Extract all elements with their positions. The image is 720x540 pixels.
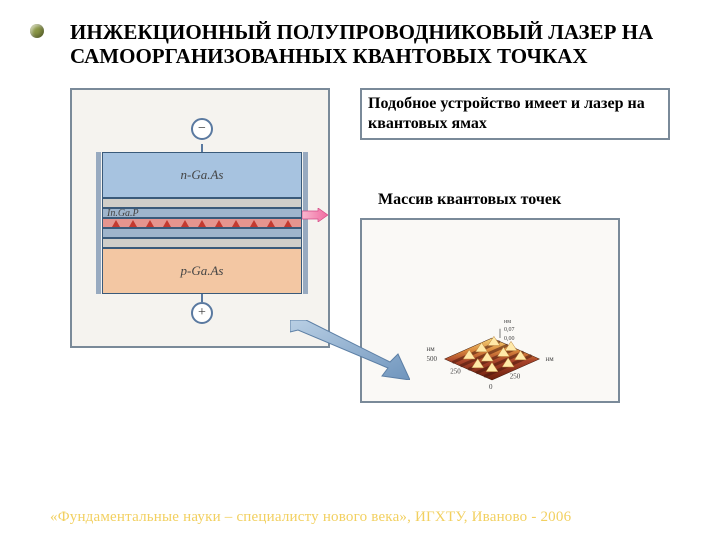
layer-n: n-Ga.As [102,152,302,198]
minus-sign: − [198,121,206,137]
left-column: − n-Ga.As In.Ga.P p-Ga.As [70,88,330,403]
qd-dot [163,220,171,227]
svg-text:0: 0 [489,383,493,391]
svg-text:нм: нм [504,319,511,325]
layer-spacer-top-gray [102,198,302,208]
laser-diagram: − n-Ga.As In.Ga.P p-Ga.As [70,88,330,348]
p-layer-label: p-Ga.As [181,263,224,279]
terminal-positive: + [191,302,213,324]
right-column: Подобное устройство имеет и лазер на ква… [360,88,670,403]
afm-image-box: 0 250 нм 250 500 нм 0,07 0,00 нм [360,218,620,403]
terminal-negative: − [191,118,213,140]
caption-similar-device: Подобное устройство имеет и лазер на ква… [368,94,662,134]
qd-dot [267,220,275,227]
qd-dot [284,220,292,227]
footer-text: «Фундаментальные науки – специалисту нов… [50,509,571,526]
svg-text:нм: нм [427,345,436,353]
bullet-icon [30,24,44,38]
slide-title: ИНЖЕКЦИОННЫЙ ПОЛУПРОВОДНИКОВЫЙ ЛАЗЕР НА … [70,20,670,68]
mirror-left [96,152,101,294]
qd-dot [232,220,240,227]
n-layer-label: n-Ga.As [181,167,224,183]
qd-dot [215,220,223,227]
qd-dot [198,220,206,227]
qd-dot [112,220,120,227]
wire-top [201,144,203,152]
svg-text:250: 250 [510,373,521,381]
plus-sign: + [198,305,206,321]
layer-quantum-dots [102,218,302,228]
svg-text:250: 250 [450,368,461,376]
qd-dot [181,220,189,227]
wire-bot [201,294,203,302]
svg-text:нм: нм [546,355,555,363]
emission-arrow-icon [302,208,328,222]
layer-spacer-ingap-top: In.Ga.P [102,208,302,218]
svg-text:0,00: 0,00 [504,336,515,342]
layer-p: p-Ga.As [102,248,302,294]
laser-device: − n-Ga.As In.Ga.P p-Ga.As [102,118,302,328]
mirror-right [303,152,308,294]
caption-box-1: Подобное устройство имеет и лазер на ква… [360,88,670,140]
caption-qd-array: Массив квантовых точек [378,190,670,210]
ingap-label: In.Ga.P [107,208,139,219]
qd-dot [250,220,258,227]
qd-dot [146,220,154,227]
svg-text:500: 500 [427,355,438,363]
layer-spacer-bot-gray [102,238,302,248]
svg-text:0,07: 0,07 [504,327,515,333]
content-row: − n-Ga.As In.Ga.P p-Ga.As [70,88,670,403]
qd-dot [129,220,137,227]
layer-stack: n-Ga.As In.Ga.P p-Ga.As [102,152,302,294]
layer-spacer-ingap-bot [102,228,302,238]
afm-surface-plot: 0 250 нм 250 500 нм 0,07 0,00 нм [387,230,607,395]
